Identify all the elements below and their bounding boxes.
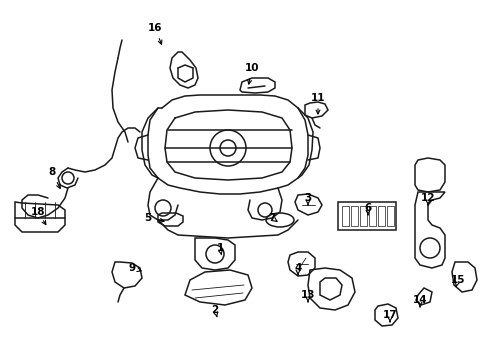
Text: 16: 16 (147, 23, 162, 33)
Text: 17: 17 (382, 310, 397, 320)
Bar (368, 206, 375, 226)
Text: 7: 7 (268, 213, 275, 223)
Text: 14: 14 (412, 295, 427, 305)
Text: 6: 6 (364, 203, 371, 213)
Text: 15: 15 (450, 275, 464, 285)
Text: 13: 13 (300, 290, 315, 300)
Text: 10: 10 (244, 63, 259, 73)
Text: 4: 4 (294, 263, 301, 273)
Text: 3: 3 (304, 193, 311, 203)
Text: 11: 11 (310, 93, 325, 103)
Bar (350, 206, 357, 226)
Text: 8: 8 (48, 167, 56, 177)
Text: 12: 12 (420, 193, 434, 203)
Bar (386, 206, 393, 226)
Text: 1: 1 (216, 243, 223, 253)
Text: 5: 5 (144, 213, 151, 223)
Text: 18: 18 (31, 207, 45, 217)
Bar (337, 202, 395, 230)
Bar (341, 206, 348, 226)
Text: 2: 2 (211, 305, 218, 315)
Text: 9: 9 (128, 263, 135, 273)
Bar (377, 206, 384, 226)
Bar (359, 206, 366, 226)
